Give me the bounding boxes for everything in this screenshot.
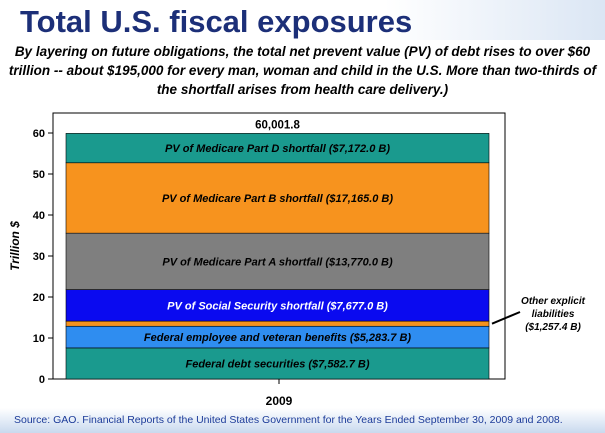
- y-tick-label: 60: [33, 128, 45, 140]
- y-tick-label: 50: [33, 169, 45, 181]
- y-tick-label: 10: [33, 333, 45, 345]
- y-tick-label: 0: [39, 374, 45, 386]
- y-axis-title: Trillion $: [8, 221, 22, 271]
- y-tick-label: 40: [33, 210, 45, 222]
- bar-segment-label: Federal debt securities ($7,582.7 B): [185, 358, 369, 370]
- x-category-label: 2009: [266, 394, 293, 408]
- callout-label: ($1,257.4 B): [525, 322, 581, 333]
- bar-total-label: 60,001.8: [255, 119, 300, 131]
- bar-segment: [65, 320, 490, 327]
- bar-segment-label: PV of Medicare Part D shortfall ($7,172.…: [165, 143, 390, 155]
- y-tick-label: 30: [33, 251, 45, 263]
- bar-segment: [65, 133, 490, 164]
- stacked-bar-chart: 0 10 20 30 40 50 60 Trillion $ Federal debt secu…: [8, 112, 586, 408]
- callout-label: Other explicit: [521, 296, 586, 307]
- page-title: Total U.S. fiscal exposures: [20, 4, 413, 39]
- bar-segment-label: Federal employee and veteran benefits ($…: [144, 332, 412, 344]
- bar-segment: [65, 162, 490, 234]
- y-tick-label: 20: [33, 292, 45, 304]
- header-decoration: [385, 0, 605, 40]
- page-subtitle: By layering on future obligations, the t…: [8, 44, 597, 97]
- bar-segment-label: PV of Social Security shortfall ($7,677.…: [167, 300, 388, 312]
- bar-segment-label: PV of Medicare Part B shortfall ($17,165…: [162, 193, 393, 205]
- source-note: Source: GAO. Financial Reports of the Un…: [0, 408, 605, 433]
- callout-label: liabilities: [532, 309, 575, 320]
- bar-segment-label: PV of Medicare Part A shortfall ($13,770…: [162, 256, 393, 268]
- callout-pointer: [491, 311, 521, 325]
